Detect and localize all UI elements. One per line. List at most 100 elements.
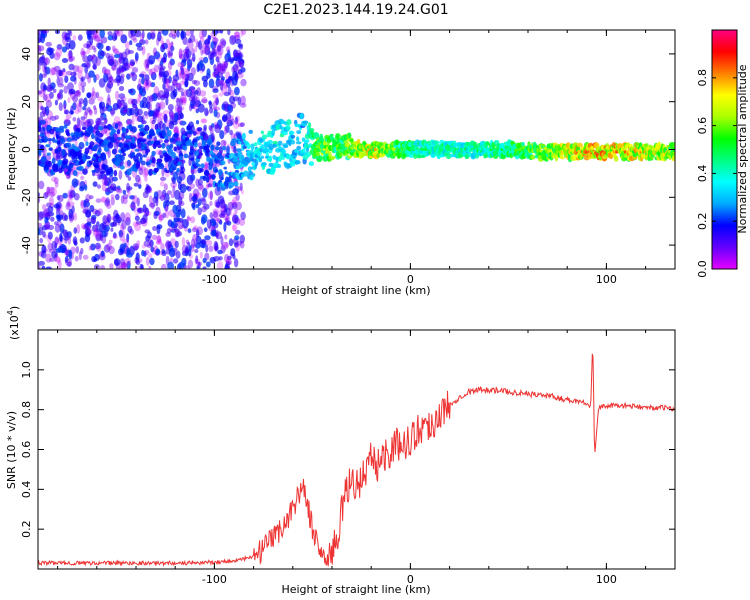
heatmap-cell [214, 162, 220, 168]
heatmap-cell [129, 203, 136, 209]
heatmap-cell [233, 181, 239, 187]
heatmap-cell [72, 102, 77, 111]
snr-x-tick: -100 [202, 330, 227, 586]
heatmap-cell [142, 87, 146, 93]
heatmap-cell [42, 30, 50, 34]
heatmap-cell [68, 63, 75, 71]
heatmap-cell [150, 82, 156, 88]
heatmap-cell [124, 258, 131, 266]
heatmap-cell [120, 66, 127, 72]
heatmap-cell [234, 235, 240, 241]
heatmap-cell [172, 185, 176, 195]
heatmap-cell [42, 94, 48, 101]
heatmap-cell [229, 129, 234, 136]
heatmap-cell [219, 198, 226, 209]
heatmap-cell [126, 119, 132, 125]
heatmap-cell [203, 203, 210, 210]
heatmap-cell [72, 117, 77, 122]
heatmap-cell [59, 76, 64, 86]
heatmap-cell [71, 205, 75, 214]
heatmap-cell [272, 140, 278, 145]
heatmap-cell [281, 156, 285, 160]
snr-x-tick: 100 [596, 330, 617, 586]
heatmap-cell [94, 210, 101, 217]
heatmap-cell [165, 160, 169, 171]
heatmap-cell [93, 47, 97, 53]
heatmap-cell [49, 257, 55, 262]
heatmap-cell [110, 128, 117, 134]
heatmap-cell [59, 89, 64, 94]
heatmap-cell [349, 138, 354, 143]
heatmap-cell [55, 155, 61, 162]
heatmap-cell [177, 181, 182, 191]
heatmap-cell [84, 233, 91, 243]
heatmap-cell [64, 109, 70, 115]
heatmap-cell [136, 46, 144, 51]
heatmap-cell [175, 82, 182, 91]
heatmap-cell [173, 112, 179, 122]
heatmap-cell [193, 141, 198, 148]
heatmap-cell [261, 134, 267, 140]
snr-scale-annotation: (x104) [6, 306, 21, 340]
heatmap-cell [148, 253, 153, 259]
heatmap-cell [118, 248, 124, 256]
heatmap-cell [226, 255, 232, 261]
heatmap-cell [88, 245, 92, 251]
heatmap-cell [87, 33, 91, 41]
heatmap-cell [91, 91, 97, 100]
heatmap-cell [162, 75, 167, 84]
heatmap-cell [67, 97, 71, 103]
heatmap-cell [214, 97, 219, 104]
heatmap-cell [63, 119, 71, 127]
heatmap-cell [120, 223, 124, 232]
heatmap-cell [99, 30, 105, 39]
heatmap-cell [296, 136, 300, 142]
heatmap-cell [129, 40, 133, 46]
heatmap-cell [47, 138, 53, 142]
heatmap-cell [143, 240, 150, 247]
heatmap-cell [67, 235, 72, 245]
heatmap-cell [149, 132, 156, 137]
heatmap-cell [143, 249, 150, 255]
heatmap-cell [204, 107, 209, 117]
heatmap-cell [41, 244, 47, 254]
heatmap-cell [66, 200, 71, 208]
heatmap-cell [78, 170, 83, 175]
heatmap-cell [47, 77, 51, 87]
heatmap-cell [223, 81, 228, 89]
heatmap-cell [68, 56, 74, 63]
heatmap-cell [96, 184, 102, 189]
heatmap-cell [170, 45, 175, 52]
heatmap-cell [125, 135, 131, 140]
heatmap-cell [179, 68, 183, 76]
heatmap-cell [49, 115, 57, 121]
colorbar-tick-label: 0.8 [696, 69, 709, 87]
heatmap-cell [169, 200, 175, 205]
heatmap-cell [207, 191, 214, 200]
heatmap-cell [92, 45, 96, 50]
heatmap-cell [141, 76, 145, 85]
heatmap-cell [142, 191, 149, 199]
heatmap-cell [69, 110, 75, 115]
heatmap-cell [268, 155, 273, 163]
heatmap-cell [167, 219, 173, 227]
heatmap-cell [88, 70, 95, 78]
heatmap-cell [47, 224, 55, 231]
heatmap-cell [209, 125, 214, 136]
heatmap-cell [65, 171, 70, 175]
heatmap-cell [220, 176, 224, 181]
snr-y-tick: 1.0 [20, 361, 675, 379]
heatmap-cell [117, 69, 123, 74]
heatmap-cell [159, 181, 165, 187]
heatmap-cell [90, 126, 94, 133]
heatmap-cell [82, 254, 89, 260]
heatmap-cell [56, 195, 61, 201]
heatmap-cell [290, 139, 296, 145]
heatmap-cell [118, 230, 124, 238]
heatmap-cell [94, 144, 100, 148]
heatmap-cell [200, 198, 207, 206]
heatmap-cell [111, 148, 117, 155]
heatmap-cell [98, 78, 106, 88]
snr-frame [37, 329, 676, 570]
heatmap-cell [188, 192, 193, 203]
